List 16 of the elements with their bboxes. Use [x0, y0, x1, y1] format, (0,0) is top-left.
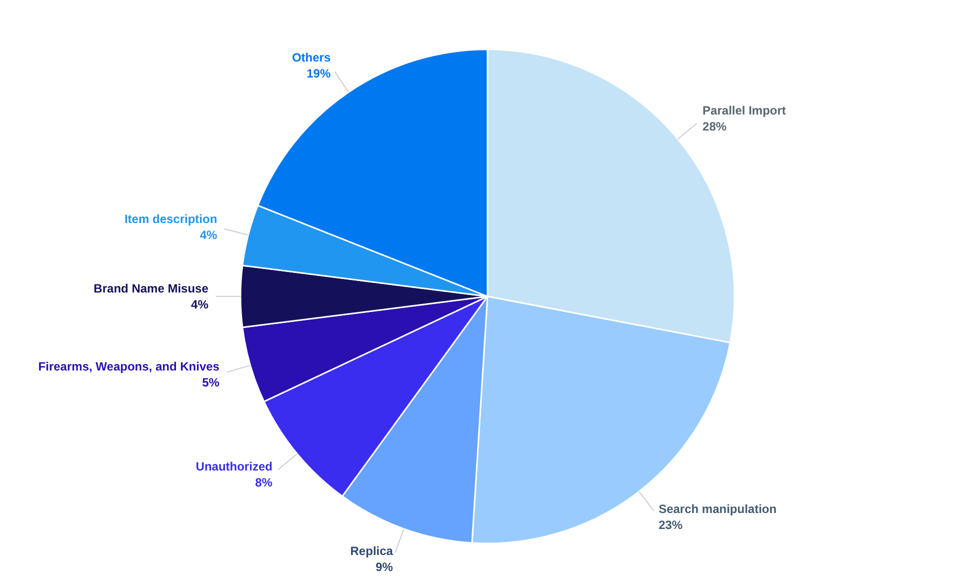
slice-label: Firearms, Weapons, and Knives — [38, 359, 220, 374]
data-label: 28% — [702, 120, 727, 134]
data-label: 19% — [306, 66, 331, 81]
slice-label: Unauthorized — [196, 459, 272, 474]
data-label: 4% — [200, 228, 218, 242]
slice-label: Replica — [350, 544, 394, 558]
data-label: 8% — [255, 475, 273, 490]
slice-label: Brand Name Misuse — [94, 281, 209, 296]
slice-label: Item description — [124, 212, 218, 226]
data-label: 4% — [191, 297, 209, 312]
data-label: 5% — [202, 375, 220, 390]
slice-label: Others — [292, 50, 331, 65]
slice-label: Parallel Import — [702, 103, 786, 118]
data-label: 9% — [376, 560, 394, 574]
slice-label: Search manipulation — [658, 502, 777, 516]
data-label: 23% — [658, 518, 683, 532]
